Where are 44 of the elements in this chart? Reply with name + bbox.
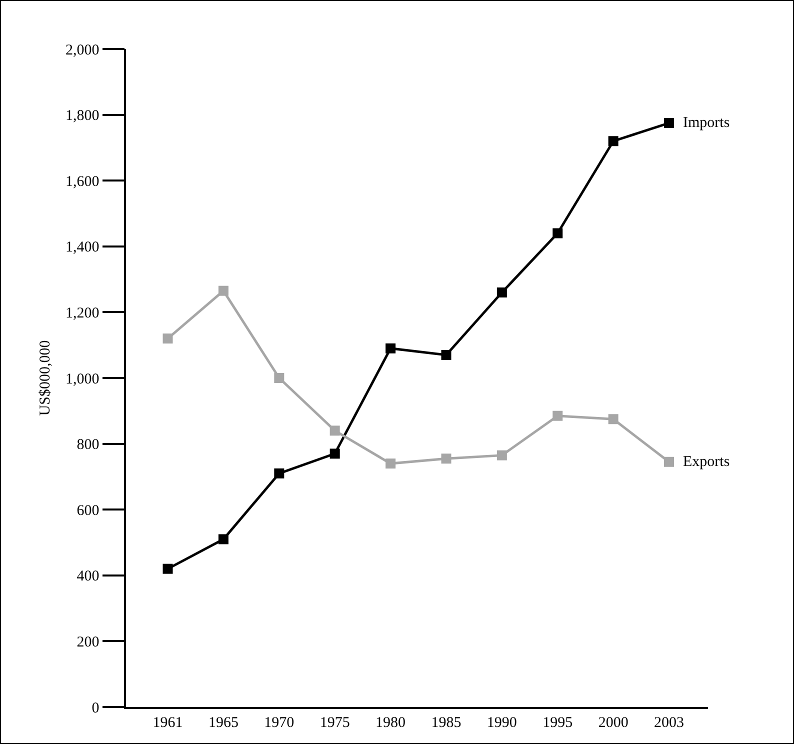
point xyxy=(441,454,452,464)
y-tick-label: 1,200 xyxy=(66,305,100,322)
point xyxy=(218,286,228,296)
point xyxy=(274,373,284,383)
x-tick-label: 1990 xyxy=(486,714,517,731)
y-tick-label: 600 xyxy=(76,502,100,519)
y-tick-label: 400 xyxy=(76,568,100,585)
point xyxy=(330,426,340,436)
x-tick-label: 1980 xyxy=(376,714,406,731)
x-tick-label: 2003 xyxy=(654,714,684,731)
y-tick-label: 1,000 xyxy=(66,371,100,388)
y-tick-label: 1,800 xyxy=(66,108,100,124)
y-tick-label: 200 xyxy=(76,634,100,650)
series-label: Imports xyxy=(683,115,730,131)
point xyxy=(608,136,618,146)
y-tick-label: 1,600 xyxy=(66,174,100,190)
point xyxy=(496,287,507,298)
point xyxy=(608,414,618,424)
point xyxy=(162,334,173,344)
x-tick-label: 1975 xyxy=(320,714,350,731)
point xyxy=(552,228,563,238)
point xyxy=(330,448,340,459)
point xyxy=(496,450,507,460)
x-tick-label: 1965 xyxy=(208,714,238,731)
point xyxy=(386,458,396,469)
x-tick-label: 2000 xyxy=(598,714,628,731)
x-tick-label: 1995 xyxy=(542,714,573,731)
point xyxy=(162,564,173,574)
y-tick-label: 2,000 xyxy=(66,42,100,58)
y-tick-label: 800 xyxy=(76,437,100,454)
x-tick-label: 1985 xyxy=(431,714,462,731)
x-tick-label: 1970 xyxy=(264,714,294,731)
point xyxy=(552,410,563,421)
point xyxy=(386,343,396,354)
series-label: Exports xyxy=(683,454,730,470)
y-tick-label: 1,400 xyxy=(66,240,100,256)
point xyxy=(218,534,228,544)
point xyxy=(664,118,674,128)
point xyxy=(664,456,674,467)
y-tick-label: 0 xyxy=(92,700,100,716)
point xyxy=(441,350,452,360)
point xyxy=(274,468,284,478)
y-axis-title: US$000,000 xyxy=(37,340,54,416)
x-tick-label: 1961 xyxy=(152,714,183,731)
